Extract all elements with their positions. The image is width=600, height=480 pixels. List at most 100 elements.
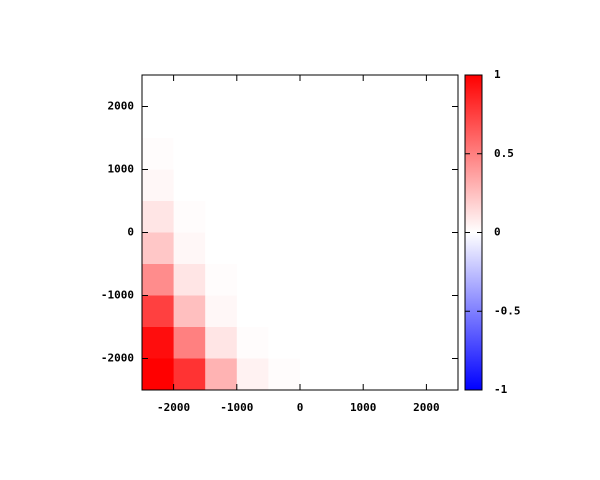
heat-cell <box>300 232 333 265</box>
heat-cell <box>363 327 396 359</box>
heat-cell <box>300 138 333 170</box>
heat-cell <box>426 169 459 202</box>
heat-cell <box>173 75 206 107</box>
heat-cell <box>331 106 364 139</box>
heat-cell <box>236 106 269 139</box>
heat-cell <box>268 264 301 296</box>
heat-cell <box>426 106 459 139</box>
heat-cell <box>205 201 238 233</box>
heat-cell <box>300 106 333 139</box>
heat-cell <box>173 201 206 233</box>
heat-cell <box>205 358 238 391</box>
heat-cell <box>426 358 459 391</box>
x-tick-label: -2000 <box>157 401 190 414</box>
heat-cell <box>236 169 269 202</box>
heat-cell <box>173 295 206 328</box>
heat-cell <box>205 232 238 265</box>
heat-cell <box>394 106 427 139</box>
heat-cell <box>300 169 333 202</box>
heat-cell <box>331 264 364 296</box>
heat-cell <box>173 138 206 170</box>
y-tick-label: 0 <box>127 226 134 239</box>
heat-cell <box>173 264 206 296</box>
heat-cell <box>394 169 427 202</box>
heat-cell <box>142 264 175 296</box>
heat-cell <box>268 169 301 202</box>
heat-cell <box>268 295 301 328</box>
heat-cell <box>426 327 459 359</box>
x-tick-label: -1000 <box>220 401 253 414</box>
heat-cell <box>331 232 364 265</box>
heat-cell <box>236 295 269 328</box>
heat-cell <box>394 138 427 170</box>
heat-cell <box>205 106 238 139</box>
heat-cell <box>142 169 175 202</box>
heat-cell <box>363 169 396 202</box>
heat-cell <box>236 75 269 107</box>
heat-cell <box>394 295 427 328</box>
x-tick-label: 1000 <box>350 401 377 414</box>
heat-cell <box>300 201 333 233</box>
heat-cell <box>268 232 301 265</box>
heat-cell <box>173 232 206 265</box>
heat-cell <box>173 106 206 139</box>
y-tick-label: 2000 <box>108 100 135 113</box>
heat-cell <box>363 264 396 296</box>
heat-cell <box>268 106 301 139</box>
heat-cell <box>300 327 333 359</box>
colorbar-tick-label: 0 <box>494 226 501 239</box>
heat-cell <box>300 264 333 296</box>
heat-cell <box>142 327 175 359</box>
heat-cell <box>268 75 301 107</box>
heat-cell <box>426 138 459 170</box>
heat-cell <box>426 232 459 265</box>
colorbar-tick-label: 1 <box>494 68 501 81</box>
heat-cell <box>268 201 301 233</box>
colorbar-tick-label: -1 <box>494 383 508 396</box>
heat-cell <box>426 264 459 296</box>
colorbar-tick-label: -0.5 <box>494 304 521 317</box>
heat-cell <box>331 358 364 391</box>
heat-cell <box>363 232 396 265</box>
heat-cell <box>363 106 396 139</box>
heat-cell <box>331 327 364 359</box>
x-tick-label: 2000 <box>413 401 440 414</box>
heat-cell <box>394 327 427 359</box>
colorbar-tick-label: 0.5 <box>494 147 514 160</box>
heat-cell <box>394 75 427 107</box>
heat-cell <box>331 295 364 328</box>
heat-cell <box>142 201 175 233</box>
heat-cell <box>426 75 459 107</box>
heat-cell <box>205 295 238 328</box>
heat-cell <box>236 327 269 359</box>
heat-cell <box>142 75 175 107</box>
heat-cell <box>331 138 364 170</box>
heat-cell <box>205 75 238 107</box>
heat-cell <box>142 106 175 139</box>
heat-cell <box>236 358 269 391</box>
heat-cell <box>205 169 238 202</box>
heat-cell <box>300 358 333 391</box>
heat-cell <box>173 358 206 391</box>
heat-cell <box>205 138 238 170</box>
heat-cell <box>205 264 238 296</box>
heat-cell <box>236 201 269 233</box>
heat-cell <box>363 201 396 233</box>
heat-cell <box>173 327 206 359</box>
y-tick-label: -1000 <box>101 289 134 302</box>
heat-cell <box>236 264 269 296</box>
heat-cell <box>363 138 396 170</box>
y-tick-label: -2000 <box>101 352 134 365</box>
x-tick-label: 0 <box>297 401 304 414</box>
heat-cell <box>173 169 206 202</box>
heat-cell <box>205 327 238 359</box>
heat-cell <box>331 75 364 107</box>
heat-cell <box>300 75 333 107</box>
heat-cell <box>268 138 301 170</box>
heat-cell <box>363 75 396 107</box>
heat-cell <box>394 358 427 391</box>
heat-cell <box>394 232 427 265</box>
heat-cell <box>142 232 175 265</box>
y-tick-label: 1000 <box>108 163 135 176</box>
heat-cell <box>142 358 175 391</box>
